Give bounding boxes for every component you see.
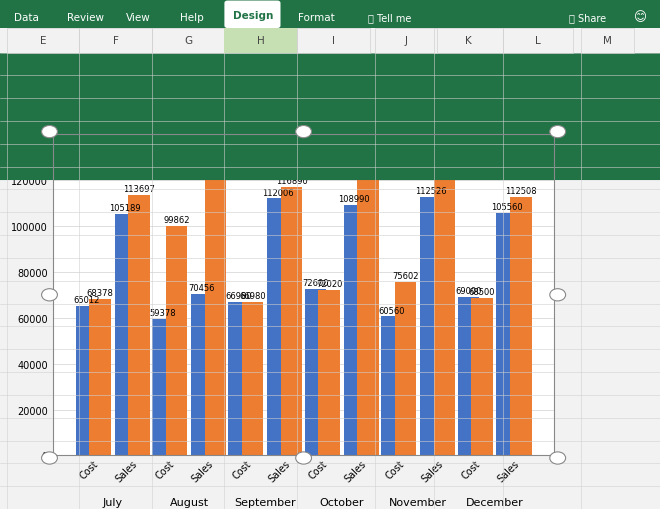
Text: 105560: 105560 xyxy=(491,203,523,212)
Bar xyxy=(166,227,187,456)
Text: 112006: 112006 xyxy=(262,188,294,197)
Bar xyxy=(281,188,302,456)
Text: 99862: 99862 xyxy=(163,216,189,225)
Bar xyxy=(152,320,174,456)
Text: 112526: 112526 xyxy=(415,187,447,196)
Bar xyxy=(471,299,492,456)
Bar xyxy=(191,294,213,456)
Bar xyxy=(344,206,365,456)
Bar xyxy=(205,160,226,456)
Text: 69000: 69000 xyxy=(455,287,481,296)
Bar xyxy=(496,214,518,456)
Text: 68500: 68500 xyxy=(469,288,495,297)
Text: 113697: 113697 xyxy=(123,184,155,193)
Text: G: G xyxy=(184,36,192,46)
Text: 66980: 66980 xyxy=(226,291,252,300)
Text: M: M xyxy=(603,36,612,46)
Bar xyxy=(395,282,416,456)
Text: Review: Review xyxy=(67,13,104,23)
Bar xyxy=(305,289,326,456)
Text: K: K xyxy=(465,36,472,46)
Bar xyxy=(89,299,111,456)
Bar xyxy=(115,215,136,456)
Text: 60560: 60560 xyxy=(379,306,405,315)
Bar xyxy=(510,198,531,456)
Text: 75602: 75602 xyxy=(392,272,419,280)
Bar xyxy=(420,198,442,456)
Bar xyxy=(228,302,249,456)
Bar xyxy=(267,199,288,456)
Bar xyxy=(319,291,340,456)
Text: F: F xyxy=(113,36,118,46)
Text: Design: Design xyxy=(233,13,269,23)
Bar xyxy=(76,306,97,456)
Text: 120585: 120585 xyxy=(352,168,384,178)
Text: L: L xyxy=(535,36,541,46)
Text: E: E xyxy=(40,36,46,46)
Text: 70456: 70456 xyxy=(188,284,215,292)
Text: 68378: 68378 xyxy=(86,288,114,297)
Text: Data: Data xyxy=(14,13,39,23)
Text: View: View xyxy=(126,13,151,23)
Text: 108990: 108990 xyxy=(339,195,370,204)
Text: 127580: 127580 xyxy=(428,153,461,161)
Text: H: H xyxy=(257,36,265,46)
Text: Help: Help xyxy=(180,13,203,23)
Text: 112508: 112508 xyxy=(505,187,537,196)
Text: I: I xyxy=(332,36,335,46)
Bar xyxy=(434,163,455,456)
Bar xyxy=(381,317,403,456)
Text: 💡 Tell me: 💡 Tell me xyxy=(368,13,411,23)
Bar xyxy=(457,297,479,456)
Text: 72600: 72600 xyxy=(302,278,329,288)
Text: 128931: 128931 xyxy=(199,150,231,158)
Text: 105189: 105189 xyxy=(110,204,141,213)
Text: J: J xyxy=(405,36,407,46)
Bar xyxy=(358,179,379,456)
Text: 116890: 116890 xyxy=(276,177,308,186)
Text: 66980: 66980 xyxy=(240,291,266,300)
Text: 🔗 Share: 🔗 Share xyxy=(569,13,606,23)
Bar xyxy=(242,302,263,456)
Text: Cost and Sales for the second half of 2018-2019: Cost and Sales for the second half of 20… xyxy=(68,109,438,124)
Text: 72020: 72020 xyxy=(316,280,343,289)
Bar xyxy=(128,195,150,456)
Text: 😊: 😊 xyxy=(634,11,647,24)
Text: Format: Format xyxy=(298,13,335,23)
Text: 65012: 65012 xyxy=(73,296,100,305)
Text: Design: Design xyxy=(232,11,273,21)
Text: 59378: 59378 xyxy=(149,309,176,318)
